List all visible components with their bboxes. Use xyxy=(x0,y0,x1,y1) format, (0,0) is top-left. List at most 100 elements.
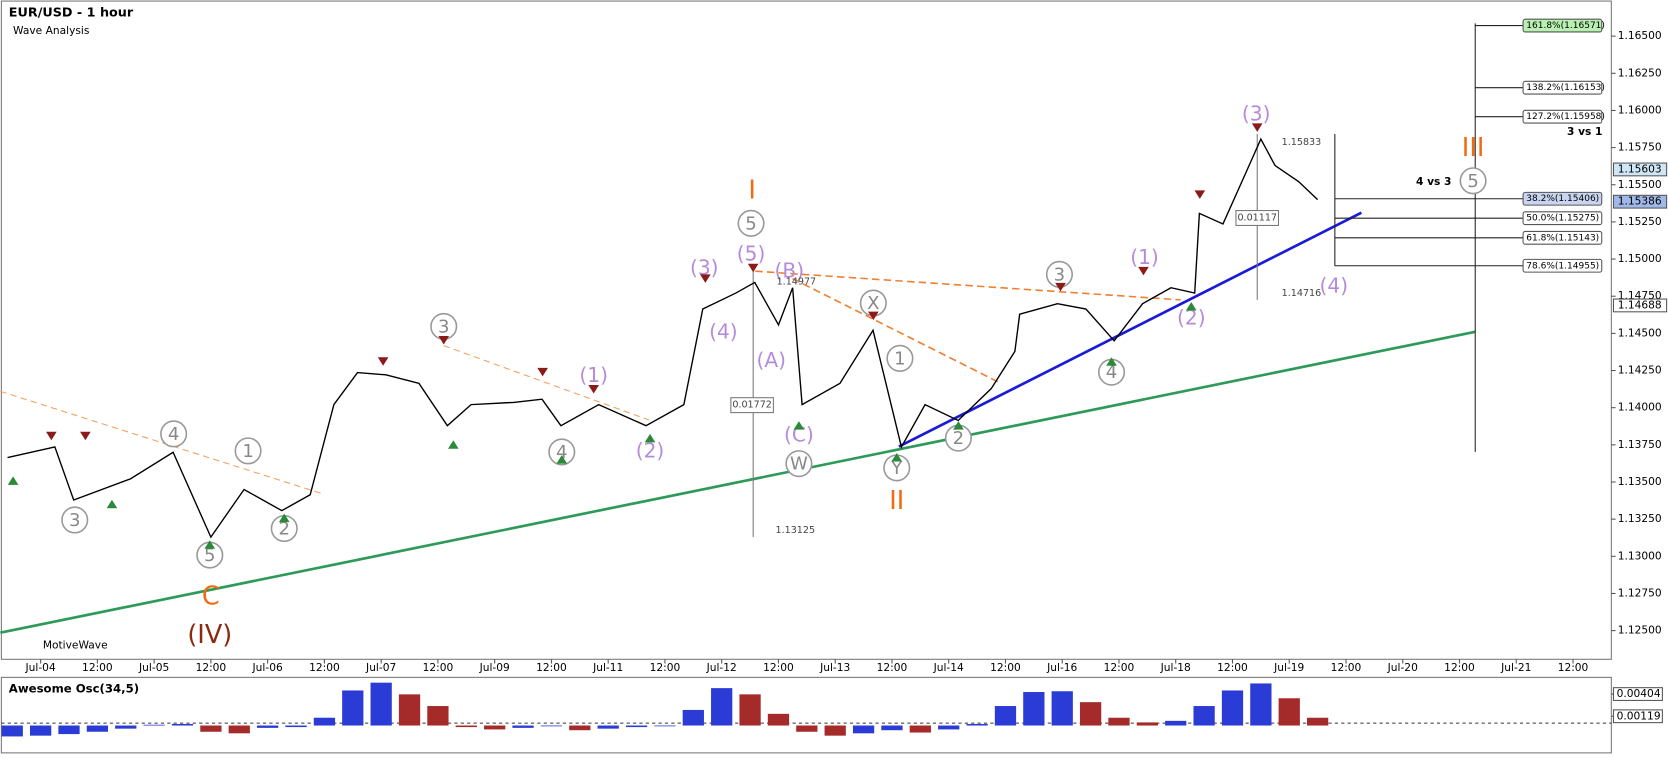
x-tick-label: Jul-07 xyxy=(365,661,396,674)
chart-subtitle: Wave Analysis xyxy=(13,24,90,37)
swing-marker xyxy=(537,367,548,377)
note: 1.14716 xyxy=(1282,288,1322,299)
x-tick-label: Jul-12 xyxy=(706,661,737,674)
x-tick-label: Jul-16 xyxy=(1046,661,1077,674)
wave-label: X xyxy=(867,293,879,314)
osc-bar xyxy=(512,725,534,728)
osc-bar xyxy=(909,725,931,733)
x-tick-label: Jul-19 xyxy=(1273,661,1304,674)
osc-bar xyxy=(1221,690,1244,726)
x-tick-label: 12:00 xyxy=(423,661,454,674)
x-tick-label: 12:00 xyxy=(536,661,567,674)
swing-marker xyxy=(7,476,19,485)
osc-bar xyxy=(569,725,591,731)
swing-marker xyxy=(377,357,389,366)
osc-bar xyxy=(1051,691,1073,726)
y-tick-label: 1.13750 xyxy=(1618,438,1662,451)
wave-label: Y xyxy=(890,458,903,479)
degree-label: I xyxy=(748,175,756,205)
y-tick-label: 1.14500 xyxy=(1618,326,1662,339)
osc-bar xyxy=(455,725,477,728)
osc-bar xyxy=(143,724,165,726)
wave-label: 3 xyxy=(69,510,81,531)
watermark: MotiveWave xyxy=(43,638,108,651)
fib-label: 50.0%(1.15275) xyxy=(1526,214,1599,224)
fib-label: 161.8%(1.16571) xyxy=(1526,21,1605,31)
x-tick-label: 12:00 xyxy=(196,661,227,674)
wave-label: (1) xyxy=(579,363,608,387)
osc-bar xyxy=(597,725,619,729)
x-tick-label: 12:00 xyxy=(1217,661,1248,674)
x-tick-label: Jul-06 xyxy=(252,661,283,674)
fib-box xyxy=(1522,258,1603,273)
x-tick-label: Jul-14 xyxy=(933,661,964,674)
triangle-line xyxy=(792,277,1001,384)
y-tick-label: 1.13000 xyxy=(1618,549,1662,562)
x-tick-label: 12:00 xyxy=(877,661,908,674)
swing-marker xyxy=(1251,123,1263,132)
wave-circle xyxy=(737,209,765,237)
osc-bar xyxy=(342,690,364,726)
wave-label: 4 xyxy=(1106,362,1118,383)
osc-bar xyxy=(200,725,222,732)
swing-marker xyxy=(46,431,57,441)
x-tick-label: Jul-20 xyxy=(1387,661,1418,674)
x-tick-label: 12:00 xyxy=(990,661,1021,674)
chart-title: EUR/USD - 1 hour xyxy=(9,5,134,20)
note-box xyxy=(1235,210,1280,226)
x-tick-label: Jul-18 xyxy=(1160,661,1191,674)
swing-marker xyxy=(700,274,711,283)
channel-line xyxy=(0,390,325,495)
osc-tick-label: 0.00119 xyxy=(1617,709,1661,722)
osc-bar xyxy=(1278,698,1300,726)
x-tick-label: 12:00 xyxy=(82,661,113,674)
osc-bar xyxy=(682,709,704,726)
wave-circle xyxy=(160,420,188,448)
osc-bar xyxy=(1165,720,1187,726)
osc-bar xyxy=(313,717,336,726)
osc-bar xyxy=(1136,722,1158,726)
y-tick-label: 1.15750 xyxy=(1618,141,1662,154)
osc-tick-label: 0.00404 xyxy=(1617,687,1661,700)
osc-bar xyxy=(370,682,392,726)
y-tick-label: 1.14250 xyxy=(1618,364,1662,377)
wave-label: (B) xyxy=(775,259,805,283)
wave-label: (1) xyxy=(1130,245,1159,269)
wave-circle xyxy=(1459,167,1487,195)
fib-box xyxy=(1522,109,1603,124)
note: 1.13125 xyxy=(776,525,816,536)
x-tick-label: 12:00 xyxy=(650,661,681,674)
osc-bar xyxy=(115,725,137,729)
wave-label: (2) xyxy=(636,438,665,462)
y-tick-label: 1.13250 xyxy=(1618,512,1662,525)
price-pane xyxy=(0,0,1612,660)
x-tick-label: Jul-09 xyxy=(479,661,510,674)
note: 1.15833 xyxy=(1282,137,1322,148)
swing-marker xyxy=(1194,190,1206,199)
osc-bar xyxy=(58,725,80,735)
osc-bar xyxy=(427,706,449,726)
note: 0.01772 xyxy=(732,400,772,411)
osc-bar xyxy=(654,725,676,727)
fib-label: 127.2%(1.15958) xyxy=(1526,112,1605,122)
swing-marker xyxy=(588,384,599,394)
x-tick-label: 12:00 xyxy=(763,661,794,674)
wave-label: (4) xyxy=(1319,274,1348,298)
note-box xyxy=(730,397,774,414)
osc-bar xyxy=(257,725,279,728)
osc-bar xyxy=(285,725,307,728)
trend-line xyxy=(898,211,1363,448)
osc-bar xyxy=(1108,717,1130,726)
swing-marker xyxy=(204,540,216,549)
wave-label: 1 xyxy=(242,441,254,462)
osc-bar xyxy=(711,688,733,726)
wave-label: 3 xyxy=(1054,264,1066,285)
fib-box xyxy=(1522,230,1603,245)
swing-marker xyxy=(953,421,964,430)
swing-marker xyxy=(1106,357,1117,366)
degree-label: (IV) xyxy=(187,620,232,650)
osc-bar xyxy=(881,725,903,731)
price-label: 1.15386 xyxy=(1618,195,1662,208)
